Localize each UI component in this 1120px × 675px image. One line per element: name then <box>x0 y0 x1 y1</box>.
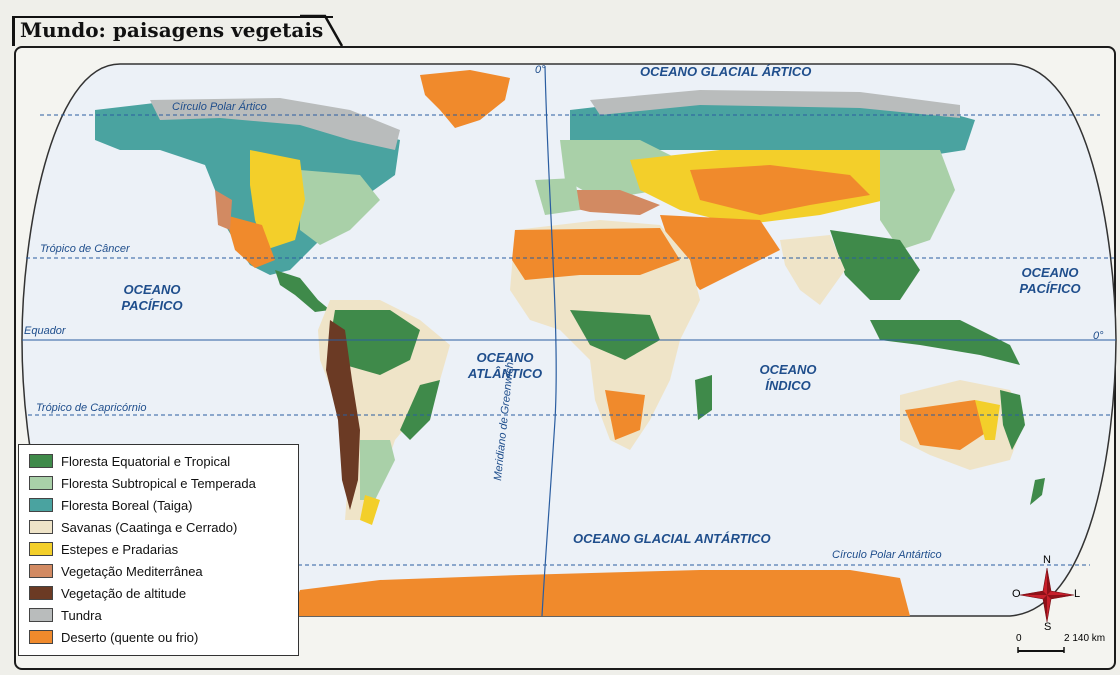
north-america-tundra <box>150 98 400 150</box>
eurasia-taiga <box>570 95 975 160</box>
india <box>780 235 845 305</box>
map-title: Mundo: paisagens vegetais <box>10 14 357 46</box>
ocean-label-indico-line1: OCEANO <box>759 362 817 377</box>
australia-east <box>1000 390 1025 450</box>
legend-swatch <box>29 498 53 512</box>
south-america-steppe <box>360 495 380 525</box>
label-equador: Equador <box>24 325 66 337</box>
eurasia-tundra <box>590 90 960 118</box>
legend-item: Floresta Subtropical e Temperada <box>29 473 256 493</box>
legend-label: Deserto (quente ou frio) <box>61 629 199 645</box>
scale-line <box>1017 647 1065 653</box>
label-polar-artico: Círculo Polar Ártico <box>172 101 267 113</box>
legend-item: Floresta Equatorial e Tropical <box>29 451 230 471</box>
legend-swatch <box>29 630 53 644</box>
ocean-label-pacifico-east-line1: OCEANO <box>1021 265 1079 280</box>
scale-zero: 0 <box>1016 633 1022 644</box>
legend-swatch <box>29 476 53 490</box>
map-title-text: Mundo: paisagens vegetais <box>20 18 324 42</box>
compass-l: L <box>1074 588 1081 600</box>
mediterranean-europe <box>560 190 660 215</box>
ocean-label-atlantico: OCEANO ATLÂNTICO <box>460 350 550 382</box>
south-america-rainforest <box>330 310 420 375</box>
compass-s: S <box>1044 621 1052 633</box>
ocean-label-indico-line2: ÍNDICO <box>765 378 811 393</box>
label-polar-antartico: Círculo Polar Antártico <box>832 549 942 561</box>
legend-label: Vegetação de altitude <box>61 585 187 601</box>
ocean-label-indico: OCEANO ÍNDICO <box>748 362 828 394</box>
legend-item: Estepes e Pradarias <box>29 539 178 559</box>
asia-forest <box>830 230 920 300</box>
compass-n: N <box>1043 554 1051 566</box>
legend-swatch <box>29 564 53 578</box>
ocean-label-artico: OCEANO GLACIAL ÁRTICO <box>640 64 812 79</box>
legend-label: Tundra <box>61 607 102 623</box>
scale-bar: 0 2 140 km <box>1016 633 1108 661</box>
ocean-label-atlantico-line1: OCEANO <box>476 350 534 365</box>
greenland <box>420 70 510 128</box>
label-zero-right: 0° <box>1093 330 1104 342</box>
compass-o: O <box>1012 588 1021 600</box>
iberia <box>535 178 580 215</box>
madagascar <box>695 375 712 420</box>
central-america <box>275 270 330 312</box>
sahara <box>512 228 680 280</box>
legend-item: Savanas (Caatinga e Cerrado) <box>29 517 237 537</box>
asia-desert <box>690 165 870 215</box>
australia-steppe <box>975 400 1000 440</box>
north-america-temperate <box>300 170 380 245</box>
ocean-label-pacifico-east-line2: PACÍFICO <box>1019 281 1081 296</box>
legend-item: Floresta Boreal (Taiga) <box>29 495 193 515</box>
australia-desert <box>905 400 990 450</box>
legend-label: Estepes e Pradarias <box>61 541 179 557</box>
legend-item: Vegetação Mediterrânea <box>29 561 203 581</box>
ocean-label-antartico: OCEANO GLACIAL ANTÁRTICO <box>573 531 771 546</box>
east-asia-temperate <box>880 150 955 250</box>
africa-rainforest <box>570 310 660 360</box>
legend-item: Deserto (quente ou frio) <box>29 627 198 647</box>
ocean-label-pacifico-west-line1: OCEANO <box>123 282 181 297</box>
legend-swatch <box>29 520 53 534</box>
label-tropico-capricornio: Trópico de Capricórnio <box>36 402 147 414</box>
scale-distance: 2 140 km <box>1064 633 1106 644</box>
compass-rose: N S L O <box>1012 554 1082 633</box>
legend-label: Floresta Boreal (Taiga) <box>61 497 193 513</box>
south-america-atlantic-forest <box>400 380 440 440</box>
ocean-label-pacifico-west: OCEANO PACÍFICO <box>112 282 192 314</box>
indonesia <box>870 320 1020 365</box>
compass-star-icon <box>1019 567 1075 623</box>
south-america-temperate <box>360 440 395 500</box>
legend-swatch <box>29 542 53 556</box>
north-america-steppe <box>250 150 305 250</box>
ocean-label-pacifico-east: OCEANO PACÍFICO <box>1010 265 1090 297</box>
legend: Floresta Equatorial e Tropical Floresta … <box>18 444 299 656</box>
legend-label: Floresta Subtropical e Temperada <box>61 475 256 491</box>
ocean-label-pacifico-west-line2: PACÍFICO <box>121 298 183 313</box>
new-zealand <box>1030 478 1045 505</box>
legend-swatch <box>29 454 53 468</box>
legend-swatch <box>29 586 53 600</box>
greenwich-meridian <box>541 65 557 617</box>
legend-item: Tundra <box>29 605 102 625</box>
legend-label: Savanas (Caatinga e Cerrado) <box>61 519 238 535</box>
legend-label: Vegetação Mediterrânea <box>61 563 203 579</box>
north-america-medit <box>215 190 232 230</box>
label-zero-top: 0° <box>535 64 546 76</box>
legend-item: Vegetação de altitude <box>29 583 186 603</box>
legend-label: Floresta Equatorial e Tropical <box>61 453 231 469</box>
label-tropico-cancer: Trópico de Câncer <box>40 243 130 255</box>
north-america-desert <box>225 215 275 268</box>
antarctica <box>290 570 910 616</box>
ocean-label-atlantico-line2: ATLÂNTICO <box>467 366 543 381</box>
legend-swatch <box>29 608 53 622</box>
